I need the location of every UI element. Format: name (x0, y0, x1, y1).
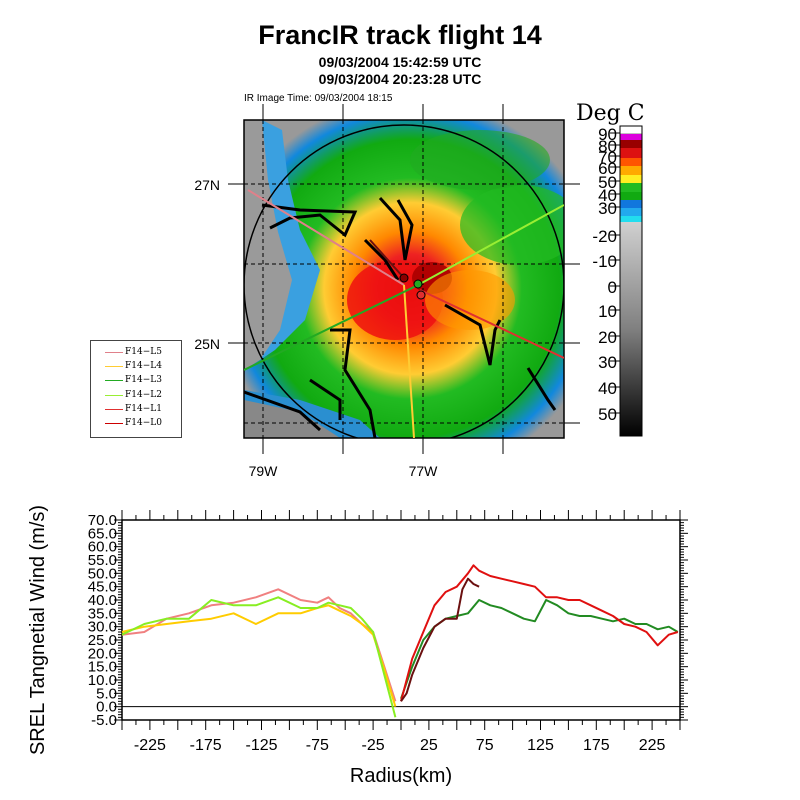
y-tick-label: 0.0 (96, 699, 117, 716)
chart-title: FrancIR track flight 14 (258, 20, 542, 50)
y-tick-label: 55.0 (88, 552, 117, 569)
x-tick-label: -125 (245, 737, 277, 754)
colorbar-label: 90 (598, 125, 617, 144)
y-tick-label: 35.0 (88, 605, 117, 622)
y-tick-label: 30.0 (88, 619, 117, 636)
colorbar-title: Deg C (576, 101, 645, 126)
series-line (121, 588, 397, 702)
colorbar-label: 70 (598, 148, 617, 167)
y-axis-label: SREL Tangnetial Wind (m/s) (27, 505, 49, 755)
y-tick-label: 45.0 (88, 579, 117, 596)
colorbar: Deg C (576, 101, 645, 437)
legend-swatch (105, 423, 123, 424)
legend-swatch (105, 352, 123, 353)
x-tick-label: 125 (527, 737, 554, 754)
legend-entry: F14−L2 (91, 390, 181, 402)
coastlines (244, 196, 557, 438)
map-grid (244, 120, 564, 438)
series-line (400, 564, 679, 702)
series-line (400, 577, 480, 702)
x-tick-label: -25 (362, 737, 385, 754)
legend-label: F14−L5 (125, 347, 162, 357)
colorbar-label: 40 (598, 379, 617, 398)
lon-label-77w: 77W (409, 463, 439, 479)
legend-label: F14−L2 (125, 389, 162, 400)
x-tick-label: 225 (639, 737, 666, 754)
x-tick-label: 175 (583, 737, 610, 754)
range-ring (244, 124, 564, 438)
y-tick-label: 10.0 (88, 672, 117, 689)
colorbar-label: 30 (598, 353, 617, 372)
map-ticks (228, 104, 580, 454)
x-tick-label: -225 (134, 737, 166, 754)
time-end: 09/03/2004 20:23:28 UTC (318, 71, 482, 87)
colorbar-label: 50 (598, 173, 617, 192)
y-tick-label: 20.0 (88, 645, 117, 662)
colorbar-label: 20 (598, 328, 617, 347)
y-tick-label: 5.0 (96, 685, 117, 702)
y-tick-label: 40.0 (88, 592, 117, 609)
colorbar-label: 80 (598, 137, 617, 156)
x-tick-label: -175 (190, 737, 222, 754)
legend-label: F14−L4 (125, 361, 162, 372)
y-tick-label: 25.0 (88, 632, 117, 649)
legend-swatch (105, 394, 123, 396)
y-tick-label: 70.0 (88, 512, 117, 529)
legend-label: F14−L3 (125, 375, 162, 386)
legend: F14−L5 F14−L4 F14−L3 F14−L2 F14−L1 F14−L0 (90, 340, 182, 438)
center-markers (399, 273, 426, 300)
legend-entry: F14−L4 (91, 361, 181, 373)
lon-label-79w: 79W (249, 463, 279, 479)
flight-tracks (244, 189, 564, 438)
x-tick-label: 75 (476, 737, 494, 754)
series-line (121, 596, 397, 718)
x-axis-label: Radius(km) (350, 765, 452, 787)
series-line (121, 604, 397, 707)
series-line (400, 599, 679, 700)
legend-entry: F14−L0 (91, 418, 181, 430)
legend-label: F14−L1 (125, 403, 162, 414)
x-tick-label: -75 (306, 737, 329, 754)
lat-label-27n: 27N (194, 177, 220, 193)
legend-swatch (105, 408, 123, 410)
legend-entry: F14−L5 (91, 347, 181, 359)
colorbar-label: 40 (598, 186, 617, 205)
colorbar-label: 30 (598, 199, 617, 218)
lat-label-25n: 25N (194, 336, 220, 352)
colorbar-label: 50 (598, 405, 617, 424)
y-tick-label: -5.0 (91, 712, 117, 729)
y-tick-label: 65.0 (88, 525, 117, 542)
legend-label: F14−L0 (125, 418, 162, 428)
ir-image-time: IR Image Time: 09/03/2004 18:15 (244, 93, 393, 104)
y-tick-label: 15.0 (88, 659, 117, 676)
time-start: 09/03/2004 15:42:59 UTC (318, 54, 482, 70)
colorbar-label: 10 (598, 302, 617, 321)
colorbar-label: -10 (592, 252, 617, 271)
y-tick-label: 50.0 (88, 565, 117, 582)
y-tick-label: 60.0 (88, 539, 117, 556)
colorbar-label: -20 (592, 227, 617, 246)
x-tick-label: 25 (420, 737, 438, 754)
ir-image (244, 120, 564, 438)
legend-swatch (105, 380, 123, 382)
colorbar-label: 0 (608, 278, 617, 297)
colorbar-label: 60 (598, 159, 617, 178)
legend-entry: F14−L3 (91, 375, 181, 387)
legend-entry: F14−L1 (91, 404, 181, 416)
legend-swatch (105, 366, 123, 368)
